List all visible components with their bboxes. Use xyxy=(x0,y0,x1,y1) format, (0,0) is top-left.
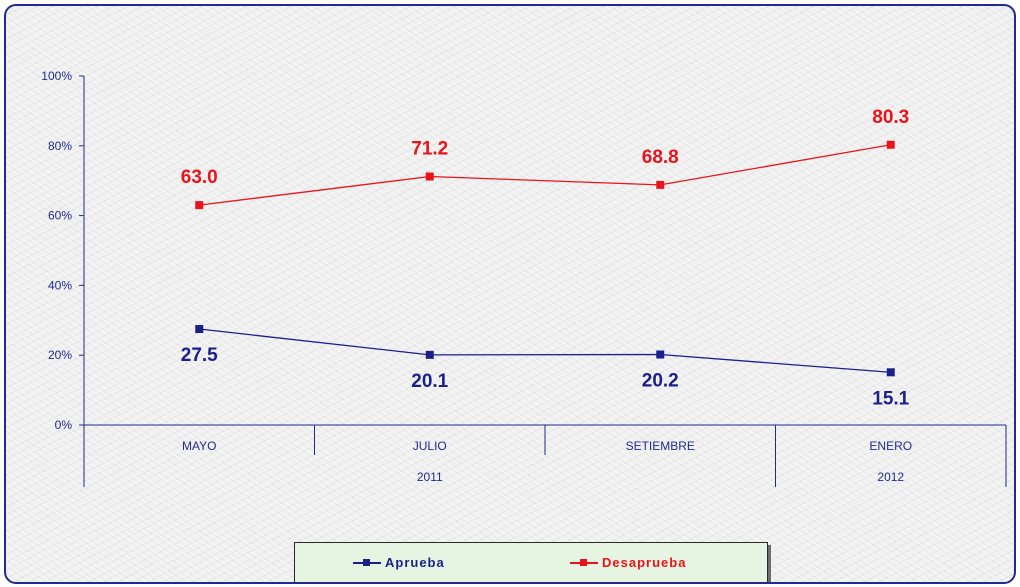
data-point-desaprueba xyxy=(656,180,665,189)
x-tick-label: SETIEMBRE xyxy=(626,439,695,453)
series-line-desaprueba xyxy=(199,144,891,206)
legend-marker-desaprueba xyxy=(570,558,598,566)
data-point-desaprueba xyxy=(195,201,204,210)
data-point-aprueba xyxy=(656,350,665,359)
y-tick-label: 40% xyxy=(48,278,72,292)
y-tick-label: 0% xyxy=(55,418,73,432)
legend-label-aprueba: Aprueba xyxy=(385,555,445,570)
data-label-desaprueba: 71.2 xyxy=(411,139,448,160)
data-point-desaprueba xyxy=(425,172,434,181)
x-tick-label: JULIO xyxy=(413,439,447,453)
data-label-desaprueba: 68.8 xyxy=(642,147,679,168)
series-line-aprueba xyxy=(199,328,891,373)
y-tick-label: 20% xyxy=(48,348,72,362)
x-year-label: 2011 xyxy=(417,470,443,484)
chart-frame: 0% 20% 40% 60% 80% 100% MAYO JULIO SETIEMBRE ENER… xyxy=(4,4,1016,584)
y-tick-label: 100% xyxy=(41,69,72,83)
x-tick-label: ENERO xyxy=(869,439,912,453)
legend-item-aprueba: Aprueba xyxy=(353,555,445,570)
y-tick-label: 80% xyxy=(48,139,72,153)
data-point-aprueba xyxy=(195,325,204,334)
data-point-aprueba xyxy=(886,368,895,377)
data-label-aprueba: 20.2 xyxy=(642,371,679,392)
x-year-label: 2012 xyxy=(877,470,904,484)
legend: Aprueba Desaprueba xyxy=(294,542,768,582)
data-point-desaprueba xyxy=(886,140,895,149)
legend-marker-aprueba xyxy=(353,558,381,566)
x-tick-label: MAYO xyxy=(182,439,216,453)
data-label-aprueba: 20.1 xyxy=(411,371,448,392)
data-label-desaprueba: 63.0 xyxy=(181,167,218,188)
line-chart: 0% 20% 40% 60% 80% 100% MAYO JULIO SETIEMBRE ENER… xyxy=(41,69,1007,487)
data-label-aprueba: 27.5 xyxy=(181,345,218,366)
legend-item-desaprueba: Desaprueba xyxy=(570,555,686,570)
data-label-desaprueba: 80.3 xyxy=(872,107,909,128)
data-point-aprueba xyxy=(425,350,434,359)
data-label-aprueba: 15.1 xyxy=(872,388,909,409)
y-tick-label: 60% xyxy=(48,209,72,223)
legend-label-desaprueba: Desaprueba xyxy=(602,555,687,570)
